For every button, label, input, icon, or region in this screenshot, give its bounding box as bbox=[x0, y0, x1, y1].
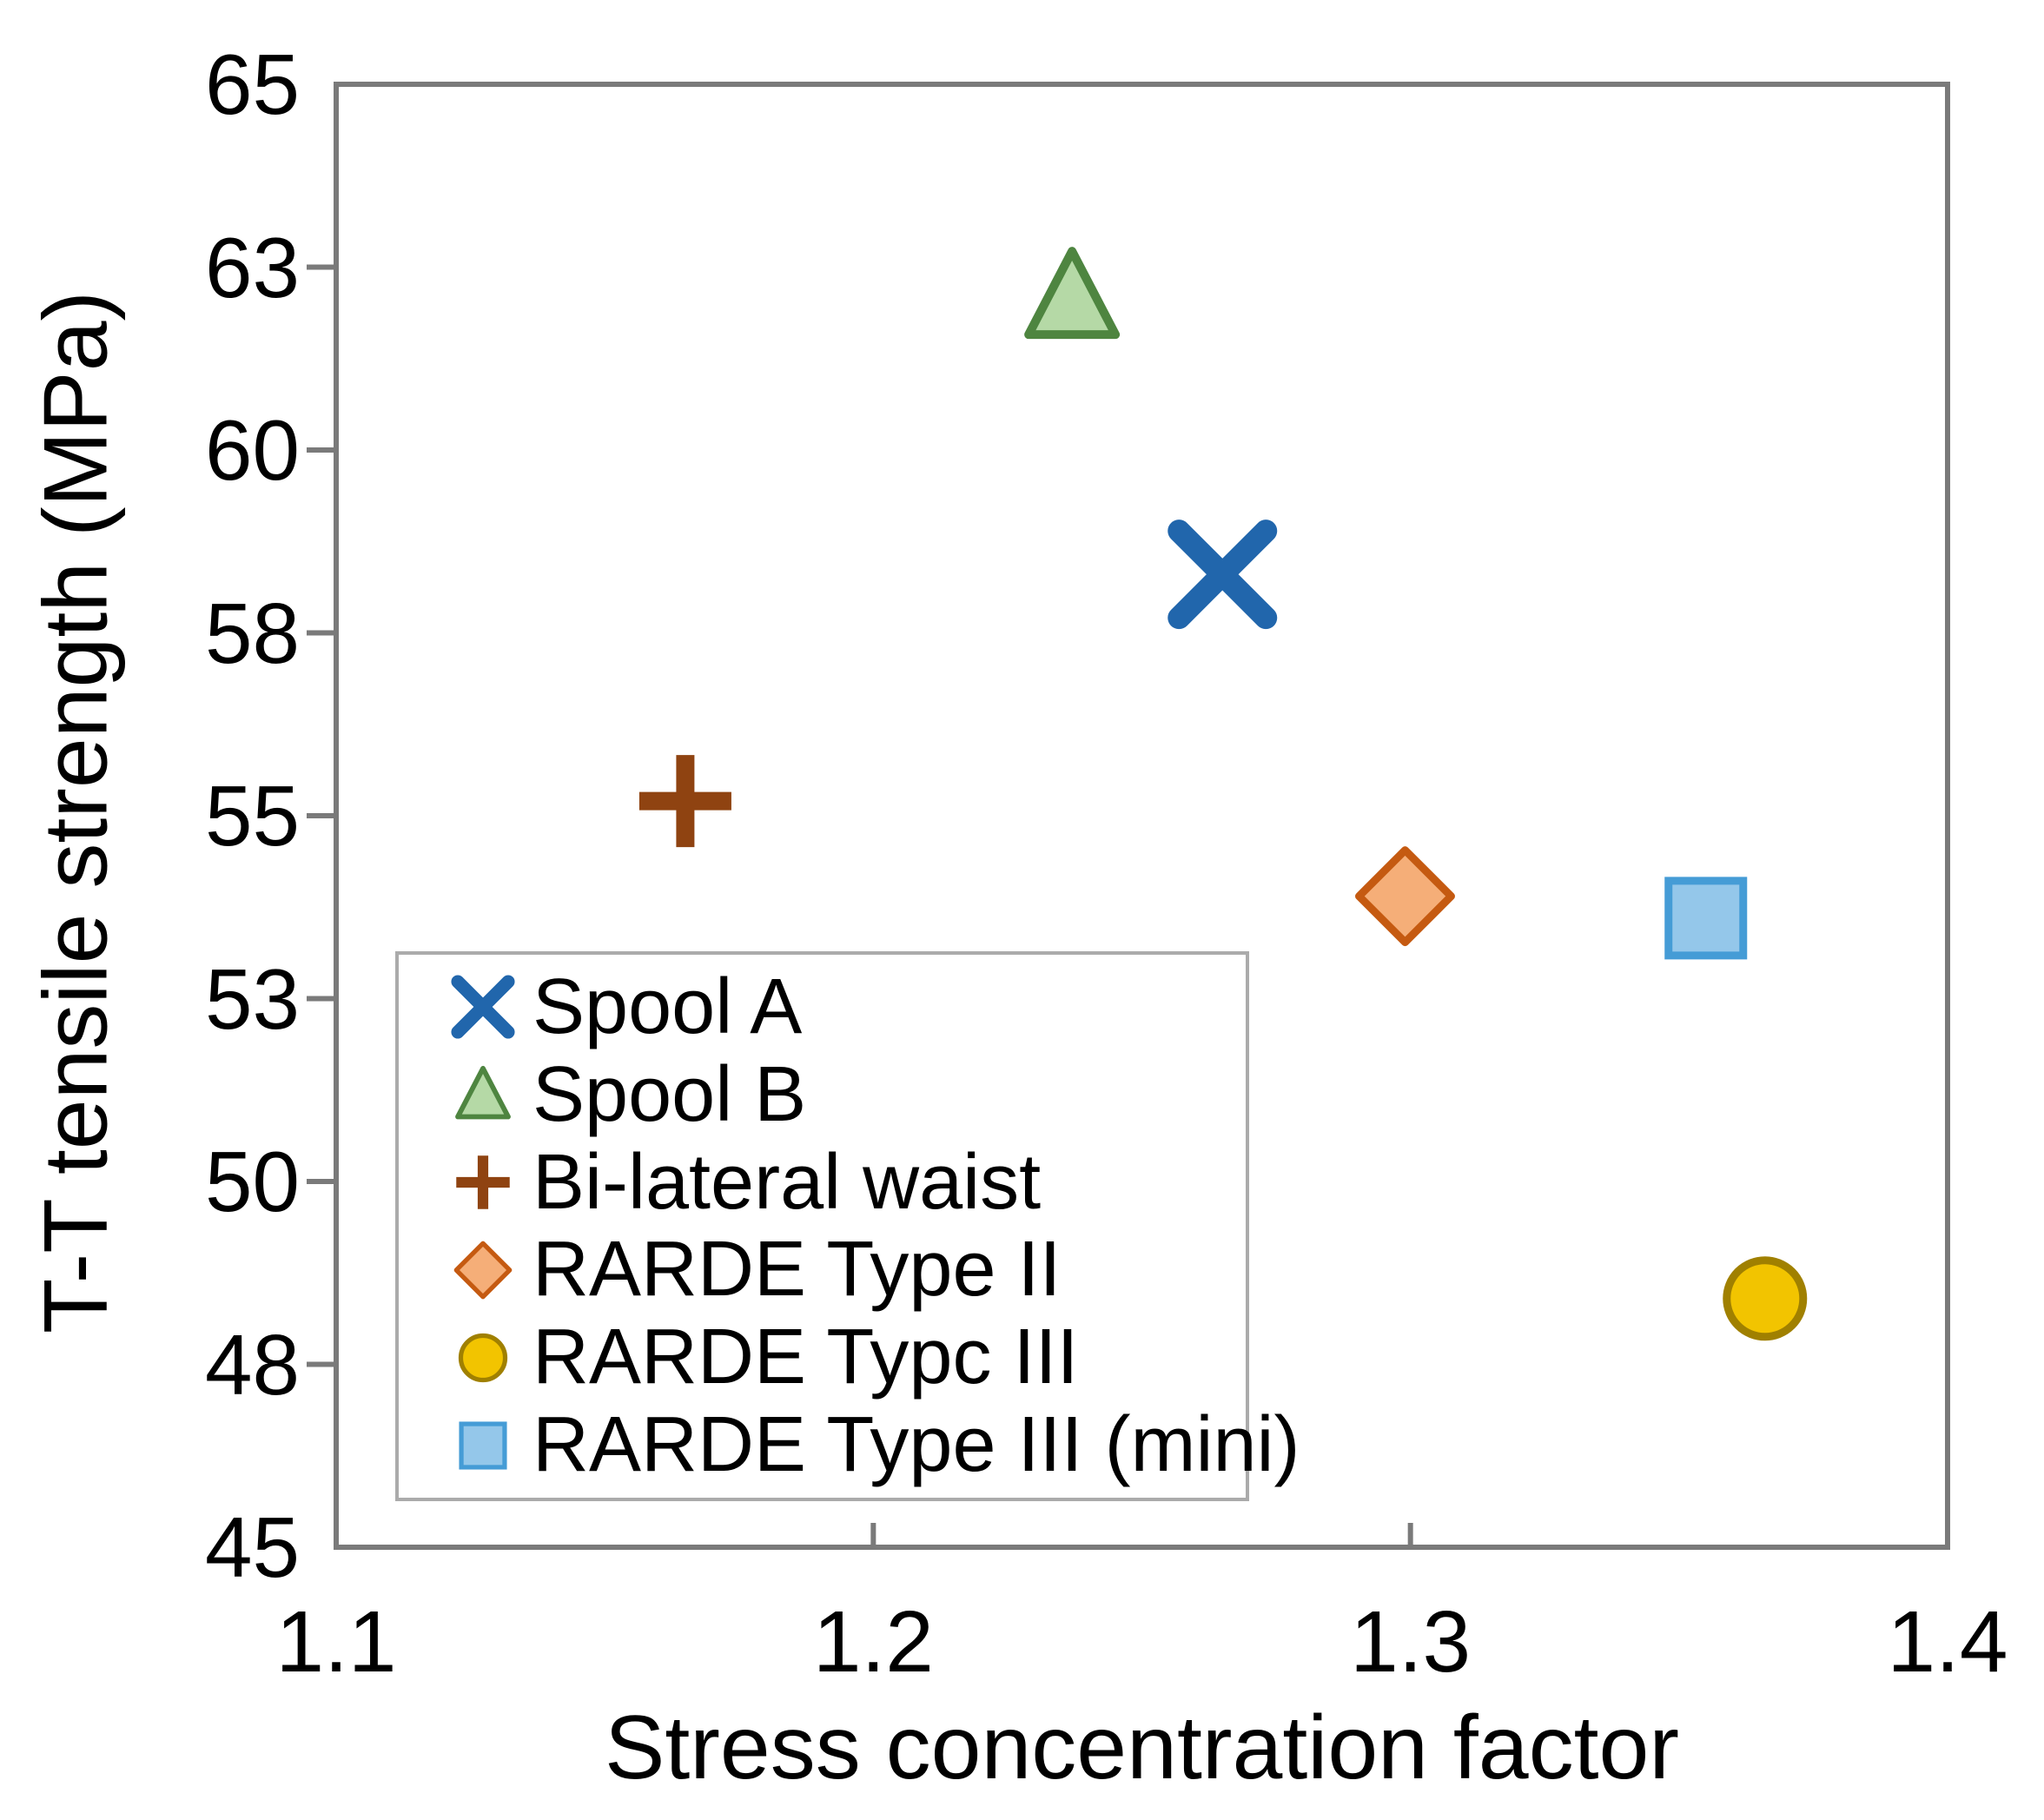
data-point-bi-lateral-waist bbox=[638, 755, 731, 848]
triangle-marker-icon bbox=[455, 1066, 511, 1120]
data-point-rarde-typc-iii bbox=[1723, 1256, 1808, 1341]
legend-label-rarde-type-ii: RARDE Type II bbox=[532, 1226, 1062, 1314]
y-tick-label-60: 60 bbox=[204, 402, 300, 498]
legend: Spool A Spool B Bi-lateral waist RARDE Type… bbox=[395, 951, 1300, 1501]
data-point-rarde-type-iii-mini bbox=[1664, 877, 1748, 960]
legend-row-rarde-type-iii-mini: RARDE Type III (mini) bbox=[451, 1401, 1300, 1488]
diamond-marker-icon bbox=[453, 1241, 513, 1300]
data-point-spool-b bbox=[1024, 247, 1121, 340]
legend-row-spool-b: Spool B bbox=[451, 1051, 1246, 1138]
legend-row-rarde-type-ii: RARDE Type II bbox=[451, 1226, 1246, 1314]
y-tick-label-45: 45 bbox=[204, 1499, 300, 1595]
y-tick-label-48: 48 bbox=[204, 1316, 300, 1413]
y-tick-label-53: 53 bbox=[204, 950, 300, 1047]
legend-row-bi-lateral-waist: Bi-lateral waist bbox=[451, 1139, 1246, 1226]
y-tick-label-50: 50 bbox=[204, 1134, 300, 1229]
legend-label-rarde-type-iii-mini: RARDE Type III (mini) bbox=[532, 1401, 1300, 1489]
y-axis-title: T-T tensile strength (MPa) bbox=[25, 290, 127, 1334]
y-tick-label-63: 63 bbox=[204, 219, 300, 315]
y-tick-label-65: 65 bbox=[204, 36, 300, 132]
y-tick-label-58: 58 bbox=[204, 585, 300, 681]
legend-label-bi-lateral-waist: Bi-lateral waist bbox=[532, 1138, 1042, 1226]
x-tick-label-1-4: 1.4 bbox=[1887, 1593, 2008, 1691]
legend-label-spool-b: Spool B bbox=[532, 1050, 807, 1138]
y-tick-label-55: 55 bbox=[204, 768, 300, 864]
x-tick-label-1-2: 1.2 bbox=[812, 1593, 934, 1691]
square-marker-icon bbox=[459, 1420, 507, 1470]
legend-row-spool-a: Spool A bbox=[451, 963, 1246, 1050]
x-axis-title: Stress concentration factor bbox=[604, 1698, 1680, 1798]
data-point-spool-a bbox=[1168, 520, 1278, 630]
circle-marker-icon bbox=[458, 1333, 508, 1382]
x-marker-icon bbox=[451, 975, 515, 1039]
legend-row-rarde-typc-iii: RARDE Typc III bbox=[451, 1314, 1246, 1401]
plus-marker-icon bbox=[456, 1155, 510, 1209]
legend-label-rarde-typc-iii: RARDE Typc III bbox=[532, 1314, 1079, 1401]
legend-label-spool-a: Spool A bbox=[532, 963, 803, 1050]
data-point-rarde-type-ii bbox=[1354, 846, 1455, 947]
x-tick-label-1-3: 1.3 bbox=[1350, 1593, 1472, 1691]
x-tick-label-1-1: 1.1 bbox=[275, 1593, 397, 1691]
